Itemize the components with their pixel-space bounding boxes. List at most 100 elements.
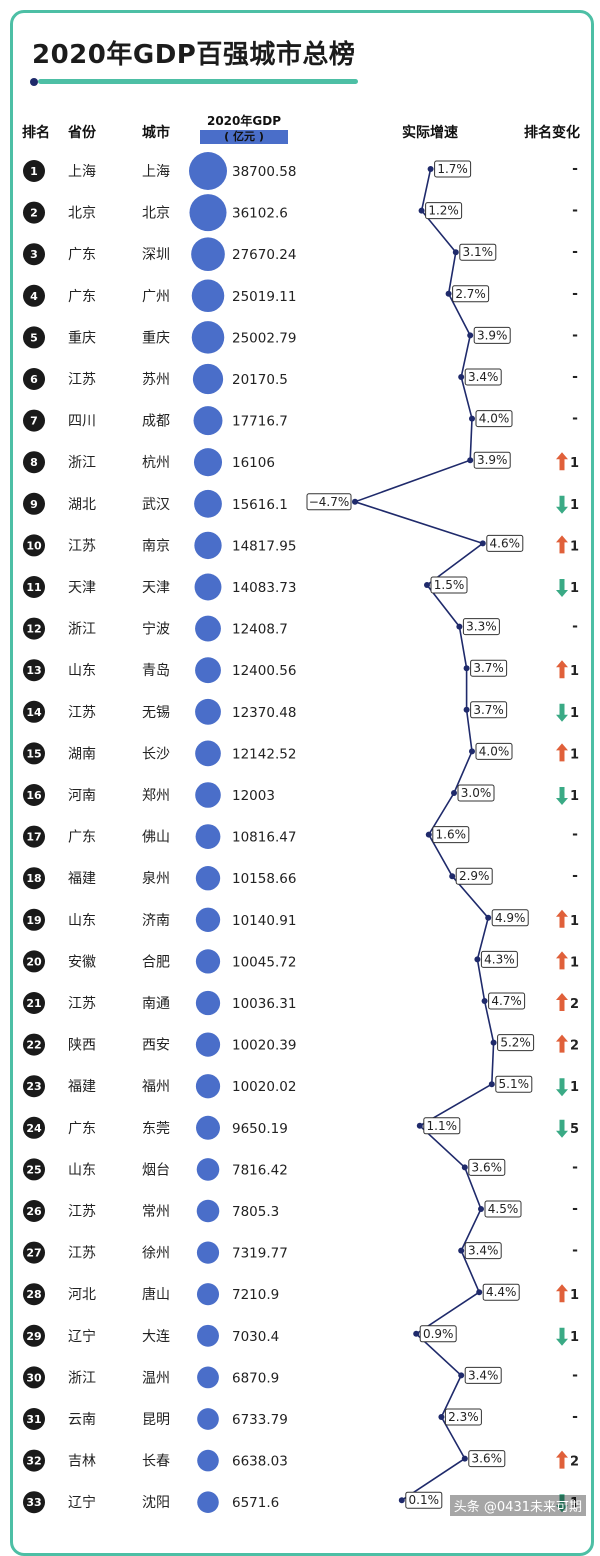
rank-badge xyxy=(23,1283,45,1306)
rank-badge xyxy=(23,1158,45,1181)
gdp-bubble xyxy=(195,1074,221,1099)
province-cell: 福建 xyxy=(68,871,96,887)
gdp-bubble xyxy=(193,406,223,436)
rank-down-arrow-icon xyxy=(556,579,568,597)
rank-number: 31 xyxy=(26,1413,41,1426)
growth-point xyxy=(474,956,481,963)
province-cell: 广东 xyxy=(68,289,96,305)
growth-point xyxy=(467,457,474,464)
rank-number: 20 xyxy=(26,955,42,968)
growth-point xyxy=(458,1372,465,1379)
province-cell: 山东 xyxy=(68,1162,96,1178)
growth-label: 3.1% xyxy=(463,245,494,259)
province-cell: 福建 xyxy=(68,1079,96,1095)
province-cell: 江苏 xyxy=(68,372,96,388)
rank-up-arrow-icon xyxy=(556,535,568,554)
header-city: 城市 xyxy=(142,125,170,141)
province-cell: 江苏 xyxy=(68,1246,96,1262)
gdp-ranking-chart: 1 上海 上海 38700.58 1.7% - 2 北京 北京 36102.6 1.2% - 3 广东 深圳… xyxy=(23,152,579,1514)
city-cell: 南通 xyxy=(142,996,170,1012)
rank-badge xyxy=(23,825,45,848)
growth-point xyxy=(352,498,358,505)
city-cell: 西安 xyxy=(142,1038,170,1054)
growth-label-box xyxy=(473,451,511,469)
city-cell: 常州 xyxy=(142,1204,170,1220)
header-gdp: 2020年GDP ( 亿元 ) xyxy=(200,112,288,144)
gdp-value: 7805.3 xyxy=(232,1204,279,1220)
growth-point xyxy=(424,582,430,588)
province-cell: 安徽 xyxy=(68,954,96,970)
rank-badge xyxy=(23,950,45,973)
growth-label: 5.1% xyxy=(499,1077,530,1091)
rank-badge xyxy=(23,1241,45,1264)
header-rank: 排名 xyxy=(22,125,50,141)
rank-number: 10 xyxy=(26,539,42,552)
rank-number: 5 xyxy=(30,331,38,344)
gdp-bubble xyxy=(195,824,221,850)
gdp-bubble xyxy=(194,573,222,601)
title-underline xyxy=(38,79,358,84)
growth-label: 0.1% xyxy=(409,1493,440,1507)
rank-change-none: - xyxy=(572,1159,578,1175)
gdp-bubble xyxy=(197,1366,219,1389)
province-cell: 辽宁 xyxy=(68,1494,96,1511)
rank-change-value: 1 xyxy=(570,747,579,762)
growth-point xyxy=(490,1039,497,1046)
growth-point xyxy=(469,415,475,422)
rank-change-value: 1 xyxy=(570,914,579,929)
rank-badge xyxy=(23,659,45,682)
growth-label: 4.9% xyxy=(495,911,526,925)
rank-badge xyxy=(23,326,45,349)
growth-label: 3.6% xyxy=(472,1160,503,1174)
growth-point xyxy=(461,1455,468,1462)
province-cell: 湖南 xyxy=(68,746,96,762)
rank-change-none: - xyxy=(572,1243,578,1259)
growth-label: 4.7% xyxy=(491,994,522,1008)
rank-badge xyxy=(23,1449,45,1472)
rank-badge xyxy=(23,368,45,390)
gdp-bubble xyxy=(195,698,221,725)
city-cell: 温州 xyxy=(142,1370,170,1386)
rank-down-arrow-icon xyxy=(556,1327,568,1346)
province-cell: 云南 xyxy=(68,1412,96,1428)
rank-number: 16 xyxy=(26,789,42,802)
gdp-value: 6571.6 xyxy=(232,1495,279,1511)
gdp-bubble xyxy=(195,866,221,891)
rank-change-none: - xyxy=(572,244,578,260)
growth-label-box xyxy=(470,659,508,677)
gdp-value: 7030.4 xyxy=(232,1329,279,1345)
province-cell: 四川 xyxy=(68,414,96,430)
gdp-value: 16106 xyxy=(232,455,275,471)
growth-label-box xyxy=(491,909,529,927)
growth-label-box xyxy=(480,950,518,968)
gdp-value: 10045.72 xyxy=(232,954,296,970)
rank-badge xyxy=(23,1075,45,1098)
growth-label: 4.4% xyxy=(486,1285,517,1299)
rank-number: 29 xyxy=(26,1330,41,1343)
gdp-value: 14083.73 xyxy=(232,580,296,596)
rank-number: 11 xyxy=(26,581,41,594)
rank-change-value: 5 xyxy=(570,1122,579,1137)
rank-badge xyxy=(23,992,45,1014)
gdp-value: 25002.79 xyxy=(232,330,296,346)
growth-label: 3.0% xyxy=(461,786,492,800)
title-underline-dot xyxy=(30,78,38,86)
city-cell: 无锡 xyxy=(142,705,170,721)
rank-change-value: 2 xyxy=(570,1039,579,1054)
gdp-bubble xyxy=(195,990,221,1016)
city-cell: 徐州 xyxy=(142,1246,170,1262)
rank-change-none: - xyxy=(572,1367,578,1383)
rank-change-value: 1 xyxy=(570,539,579,554)
rank-badge xyxy=(23,1491,45,1514)
rank-number: 22 xyxy=(26,1039,41,1052)
city-cell: 济南 xyxy=(142,913,170,929)
growth-point xyxy=(456,623,463,630)
gdp-bubble xyxy=(195,740,221,767)
rank-change-value: 1 xyxy=(570,581,579,596)
growth-label: 3.7% xyxy=(473,703,504,717)
gdp-value: 25019.11 xyxy=(232,289,296,305)
gdp-value: 17716.7 xyxy=(232,414,288,430)
gdp-bubble xyxy=(197,1408,219,1430)
city-cell: 郑州 xyxy=(142,788,170,804)
rank-number: 24 xyxy=(26,1122,42,1135)
